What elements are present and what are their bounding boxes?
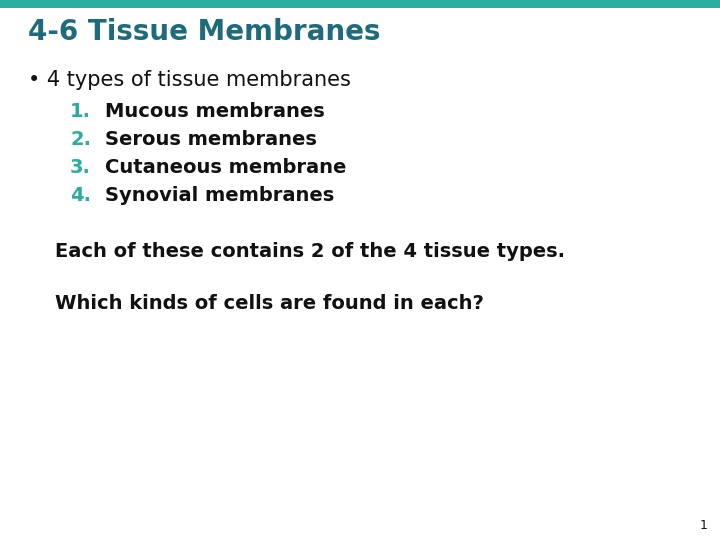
Text: Serous membranes: Serous membranes — [105, 130, 317, 149]
Text: Mucous membranes: Mucous membranes — [105, 102, 325, 121]
Text: Synovial membranes: Synovial membranes — [105, 186, 334, 205]
Text: 2.: 2. — [70, 130, 91, 149]
Bar — [0, 0, 720, 8]
Text: 3.: 3. — [70, 158, 91, 177]
Text: 4-6 Tissue Membranes: 4-6 Tissue Membranes — [28, 18, 380, 46]
Text: Each of these contains 2 of the 4 tissue types.: Each of these contains 2 of the 4 tissue… — [55, 242, 565, 261]
Text: Cutaneous membrane: Cutaneous membrane — [105, 158, 346, 177]
Text: 4.: 4. — [70, 186, 91, 205]
Text: 1.: 1. — [70, 102, 91, 121]
Text: Which kinds of cells are found in each?: Which kinds of cells are found in each? — [55, 294, 484, 313]
Text: • 4 types of tissue membranes: • 4 types of tissue membranes — [28, 70, 351, 90]
Text: 1: 1 — [700, 519, 708, 532]
